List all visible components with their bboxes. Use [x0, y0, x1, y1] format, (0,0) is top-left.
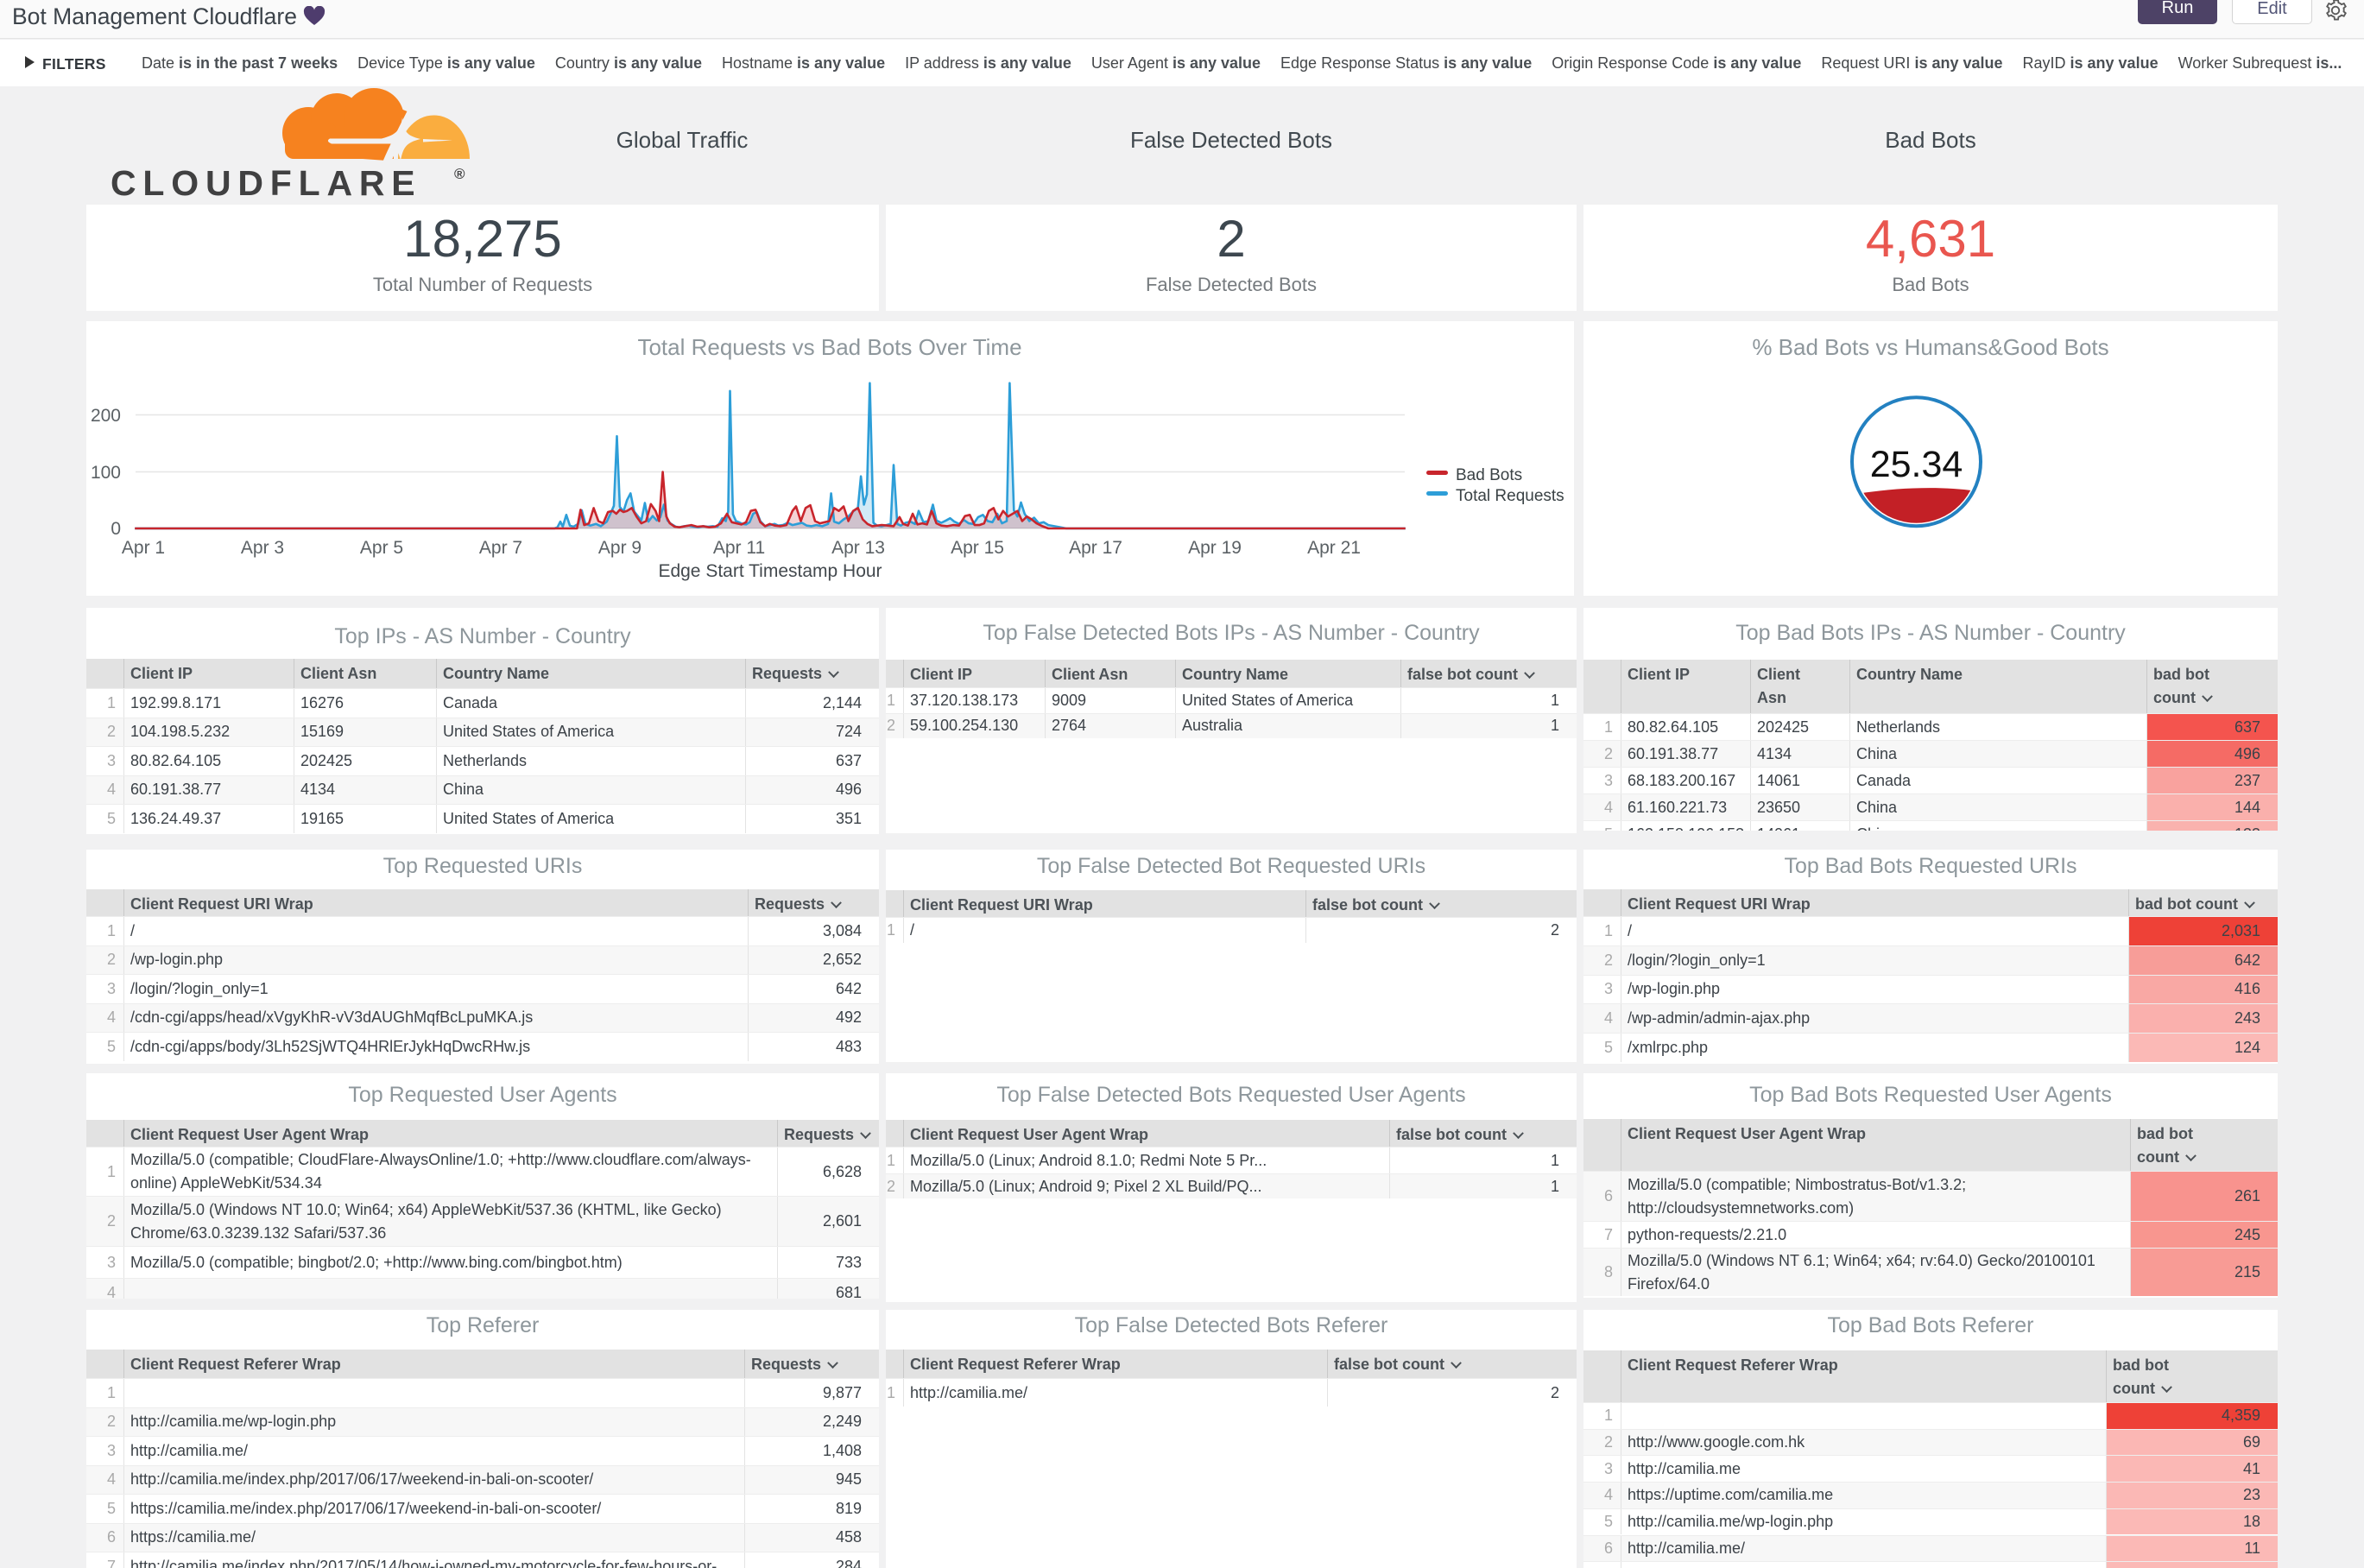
svg-text:Apr 21: Apr 21: [1307, 538, 1361, 558]
svg-text:% Bad Bots vs Humans&Good Bots: % Bad Bots vs Humans&Good Bots: [1752, 334, 2108, 360]
svg-text:Apr 11: Apr 11: [713, 538, 765, 558]
svg-text:Apr 17: Apr 17: [1069, 538, 1122, 558]
svg-text:Apr 1: Apr 1: [122, 538, 165, 558]
svg-text:Apr 13: Apr 13: [831, 538, 885, 558]
svg-text:Apr 5: Apr 5: [360, 538, 403, 558]
svg-text:Apr 15: Apr 15: [951, 538, 1004, 558]
svg-text:Apr 3: Apr 3: [241, 538, 284, 558]
svg-text:®: ®: [454, 166, 465, 182]
svg-text:Total Requests: Total Requests: [1456, 487, 1564, 505]
svg-text:Apr 9: Apr 9: [598, 538, 642, 558]
svg-text:Total Requests vs Bad Bots Ove: Total Requests vs Bad Bots Over Time: [637, 334, 1021, 360]
svg-text:Bad Bots: Bad Bots: [1456, 466, 1522, 484]
svg-text:Apr 19: Apr 19: [1188, 538, 1242, 558]
svg-text:0: 0: [111, 519, 121, 539]
svg-text:100: 100: [91, 463, 121, 483]
svg-text:25.34: 25.34: [1870, 444, 1963, 485]
svg-text:Apr 7: Apr 7: [479, 538, 522, 558]
svg-text:CLOUDFLARE: CLOUDFLARE: [111, 163, 421, 203]
svg-text:Edge Start Timestamp Hour: Edge Start Timestamp Hour: [658, 561, 882, 581]
svg-text:200: 200: [91, 406, 121, 426]
